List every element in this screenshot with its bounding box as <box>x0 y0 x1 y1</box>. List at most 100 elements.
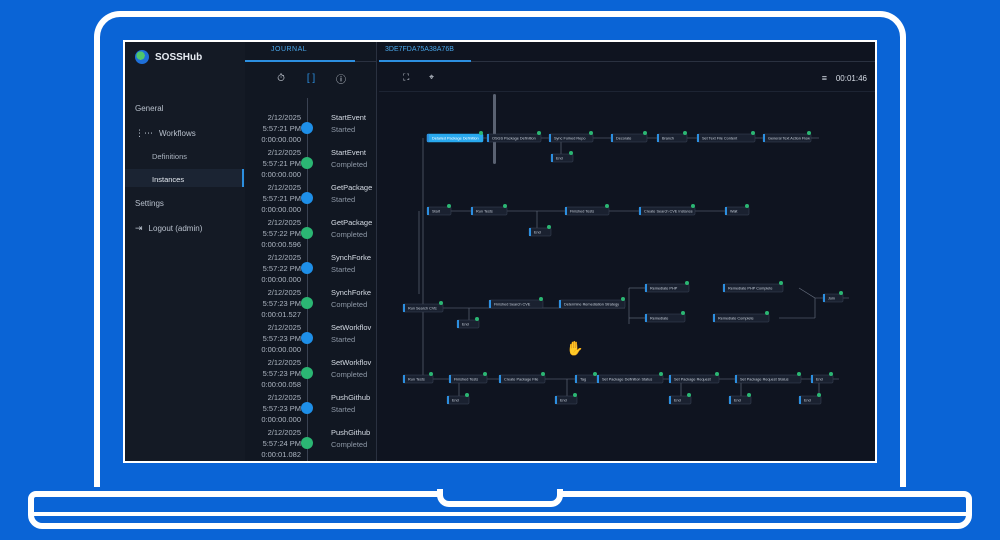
sidebar-item-general[interactable]: General <box>135 104 163 113</box>
sidebar-item-settings[interactable]: Settings <box>135 199 164 208</box>
journal-entry[interactable]: 2/12/2025 5:57:22 PM 0:00:00.000 SynchFor… <box>245 252 373 287</box>
workflow-node[interactable]: End <box>446 393 470 405</box>
workflow-node[interactable]: General Text Action Flow <box>762 131 812 143</box>
fit-screen-icon[interactable]: ⛶ <box>403 72 410 82</box>
brand[interactable]: SOSSHub <box>135 47 202 67</box>
node-label: Remediate Complete <box>718 317 754 321</box>
completed-dot-icon <box>479 131 483 135</box>
workflow-node[interactable]: Branch <box>656 131 688 143</box>
node-label: Detailed Package Definition <box>432 137 479 141</box>
completed-dot-icon <box>569 151 573 155</box>
journal-entry[interactable]: 2/12/2025 5:57:23 PM 0:00:00.000 SetWorkf… <box>245 322 373 357</box>
sidebar-item-workflows[interactable]: ⋮⋯ Workflows ▲ <box>135 128 252 139</box>
workflow-node[interactable]: End <box>668 393 692 405</box>
workflow-diagram[interactable]: Detailed Package Definition OSGS Package … <box>379 94 875 461</box>
workflow-node[interactable]: Run Search CVE <box>402 301 444 313</box>
workflow-node[interactable]: Sync Forked Repo <box>548 131 594 143</box>
workflow-node[interactable]: Start <box>426 204 452 216</box>
node-label: End <box>556 157 563 161</box>
node-label: End <box>674 399 681 403</box>
journal-scrollbar[interactable] <box>493 94 496 164</box>
workflow-node[interactable]: Finished Search CVE <box>488 297 544 309</box>
sidebar-item-instances[interactable]: Instances <box>152 175 185 184</box>
workflow-node[interactable]: Create Package File <box>498 372 546 384</box>
alert-circle-icon[interactable]: ⓘ <box>336 74 346 86</box>
workflow-node[interactable]: OSGS Package Definition <box>486 131 542 143</box>
journal-entry-name: SynchForke <box>331 288 372 297</box>
workflow-node[interactable]: Wait <box>724 204 750 216</box>
node-port <box>551 154 553 162</box>
workflow-node[interactable]: Run Tests <box>402 372 434 384</box>
sidebar-item-logout[interactable]: ⇥ Logout (admin) <box>135 223 202 234</box>
workflow-node[interactable]: End <box>456 317 480 329</box>
workflow-node[interactable]: Set Package Request <box>668 372 720 384</box>
status-dot-icon <box>301 332 313 344</box>
journal-entry[interactable]: 2/12/2025 5:57:21 PM 0:00:00.000 StartEve… <box>245 112 373 147</box>
workflow-svg: Detailed Package Definition OSGS Package … <box>402 131 849 405</box>
workflow-node[interactable]: Run Tests <box>470 204 508 216</box>
logout-icon: ⇥ <box>135 223 143 233</box>
workflow-node[interactable]: Remediate Complete <box>712 311 770 323</box>
completed-dot-icon <box>683 131 687 135</box>
workflow-node[interactable]: End <box>798 393 822 405</box>
node-label: Create Package File <box>504 378 538 382</box>
workflow-node[interactable]: Remediate PHP Complete <box>722 281 784 293</box>
node-label: Set Package Request <box>674 378 712 382</box>
workflow-node[interactable]: Determine Remediation Strategy <box>558 297 626 309</box>
node-label: Branch <box>662 137 674 141</box>
laptop-base-line <box>34 512 966 516</box>
journal-entry-status: Started <box>331 125 356 134</box>
journal-entry[interactable]: 2/12/2025 5:57:23 PM 0:00:01.527 SynchFor… <box>245 287 373 322</box>
workflow-node[interactable]: Finished Tests <box>564 204 610 216</box>
workflow-node[interactable]: Join <box>822 291 844 303</box>
journal-entry[interactable]: 2/12/2025 5:57:23 PM 0:00:00.058 SetWorkf… <box>245 357 373 392</box>
workflow-node[interactable]: End <box>810 372 834 384</box>
node-label: Determine Remediation Strategy <box>564 303 619 307</box>
workflow-node[interactable]: Create Search CVE Instance <box>638 204 696 216</box>
workflow-node[interactable]: End <box>728 393 752 405</box>
node-port <box>669 396 671 404</box>
workflow-node[interactable]: Detailed Package Definition <box>426 131 484 143</box>
stopwatch-icon[interactable]: ⏱ <box>277 72 285 84</box>
workflow-node[interactable]: End <box>550 151 574 163</box>
workflow-node[interactable]: Set Package Definition Status <box>596 372 664 384</box>
journal-entry-time: 2/12/2025 5:57:24 PM 0:00:01.082 <box>261 428 301 459</box>
journal-entry[interactable]: 2/12/2025 5:57:23 PM 0:00:00.000 PushGith… <box>245 392 373 427</box>
workflow-node[interactable]: Tag <box>574 372 598 384</box>
brackets-icon[interactable]: [ ] <box>306 72 316 84</box>
completed-dot-icon <box>691 204 695 208</box>
workflow-node[interactable]: Decorate <box>610 131 648 143</box>
journal-entry[interactable]: 2/12/2025 CreateGith <box>245 462 373 463</box>
focus-icon[interactable]: ⌖ <box>429 72 435 82</box>
status-dot-icon <box>301 437 313 449</box>
workflow-node[interactable]: Set Text File Content <box>696 131 756 143</box>
sidebar-item-definitions[interactable]: Definitions <box>152 152 188 161</box>
completed-dot-icon <box>541 372 545 376</box>
workflow-node[interactable]: Set Package Request Status <box>734 372 802 384</box>
laptop-lid <box>94 11 906 487</box>
node-label: Remediate PHP <box>650 287 678 291</box>
node-port <box>723 284 725 292</box>
journal-entry-name: SetWorkflov <box>331 358 372 367</box>
journal-entry[interactable]: 2/12/2025 5:57:24 PM 0:00:01.082 PushGith… <box>245 427 373 461</box>
workflow-node[interactable]: Remediate PHP <box>644 281 690 293</box>
journal-entry[interactable]: 2/12/2025 5:57:21 PM 0:00:00.000 StartEve… <box>245 147 373 182</box>
workflow-node[interactable]: End <box>554 393 578 405</box>
node-port <box>555 396 557 404</box>
globe-logo-icon <box>135 50 149 64</box>
completed-dot-icon <box>687 393 691 397</box>
node-port <box>669 375 671 383</box>
workflow-node[interactable]: Remediate <box>644 311 686 323</box>
workflow-node[interactable]: Finished Tests <box>448 372 488 384</box>
tab-journal[interactable]: JOURNAL <box>271 46 308 53</box>
journal-entry[interactable]: 2/12/2025 5:57:21 PM 0:00:00.000 GetPacka… <box>245 182 373 217</box>
workflow-node[interactable]: End <box>528 225 552 237</box>
tab-instance-id[interactable]: 3DE7FDA75A38A76B <box>385 46 454 53</box>
completed-dot-icon <box>605 204 609 208</box>
journal-entry[interactable]: 2/12/2025 5:57:22 PM 0:00:00.596 GetPacka… <box>245 217 373 252</box>
node-label: End <box>462 323 469 327</box>
node-port <box>811 375 813 383</box>
notes-icon[interactable]: ≡ <box>821 73 827 83</box>
completed-dot-icon <box>829 372 833 376</box>
